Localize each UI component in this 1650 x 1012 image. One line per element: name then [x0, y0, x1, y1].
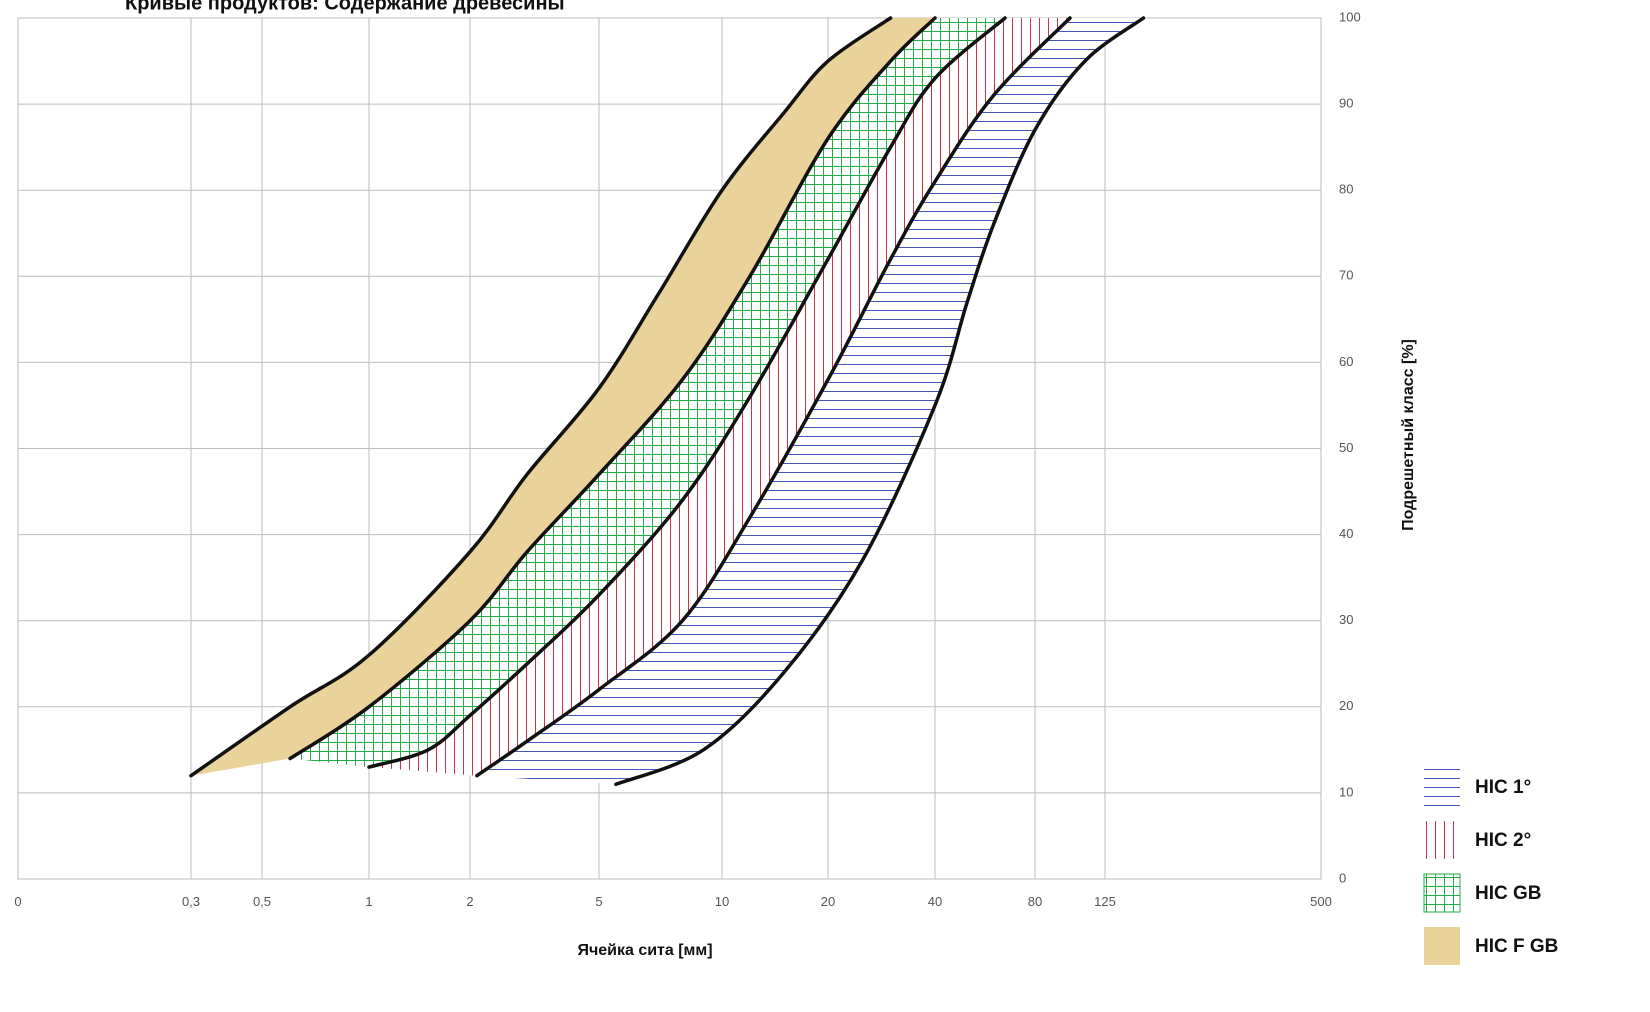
legend-item: HIC 1°: [1424, 768, 1531, 806]
x-tick-label: 1: [365, 894, 372, 909]
y-tick-labels: 0 10 20 30 40 50 60 70 80 90 100: [1339, 9, 1361, 885]
boundary-curve: [367, 16, 1007, 769]
plot-area: [17, 16, 1322, 880]
bands: [191, 18, 1144, 785]
x-tick-label: 20: [821, 894, 835, 909]
x-tick-label: 0,3: [182, 894, 200, 909]
y-axis-title: Подрешетный класс [%]: [1400, 339, 1417, 531]
legend-item: HIC F GB: [1424, 927, 1558, 965]
x-tick-label: 10: [715, 894, 729, 909]
boundary-curve: [475, 16, 1072, 778]
y-tick-label: 30: [1339, 612, 1353, 627]
legend-swatch: [1424, 821, 1460, 859]
legend: HIC 1° HIC 2° HIC GB HIC F GB: [1423, 768, 1558, 965]
legend-swatch: [1424, 768, 1460, 806]
x-tick-label: 125: [1094, 894, 1116, 909]
x-tick-labels: 0 0,3 0,5 1 2 5 10 20 40 80 125 500: [14, 894, 1331, 909]
legend-label: HIC 1°: [1475, 777, 1531, 798]
legend-swatch: [1424, 927, 1460, 965]
boundary-curve: [614, 16, 1146, 787]
band-hic-gb: [290, 18, 1006, 768]
y-tick-label: 0: [1339, 870, 1346, 885]
legend-label: HIC F GB: [1475, 936, 1558, 957]
x-axis-title: Ячейка сита [мм]: [577, 942, 712, 959]
legend-item: HIC GB: [1423, 873, 1542, 913]
legend-label: HIC 2°: [1475, 830, 1531, 851]
x-tick-label: 40: [928, 894, 942, 909]
boundary-curve: [189, 16, 893, 778]
band-hic-f-gb: [191, 18, 935, 776]
x-tick-label: 0,5: [253, 894, 271, 909]
x-tick-label: 500: [1310, 894, 1332, 909]
legend-swatch: [1423, 873, 1461, 913]
y-tick-label: 70: [1339, 268, 1353, 283]
x-tick-label: 2: [466, 894, 473, 909]
band-hic-2-: [369, 18, 1070, 776]
y-tick-label: 100: [1339, 9, 1361, 24]
y-tick-label: 10: [1339, 784, 1353, 799]
y-tick-label: 40: [1339, 526, 1353, 541]
legend-label: HIC GB: [1475, 883, 1542, 904]
chart-title: Кривые продуктов: Содержание древесины: [125, 0, 565, 14]
legend-item: HIC 2°: [1424, 821, 1531, 859]
y-tick-label: 20: [1339, 698, 1353, 713]
curves: [189, 16, 1146, 787]
y-tick-label: 80: [1339, 182, 1353, 197]
boundary-curve: [288, 16, 937, 761]
band-hic-1-: [476, 18, 1144, 785]
x-tick-label: 80: [1028, 894, 1042, 909]
y-tick-label: 60: [1339, 354, 1353, 369]
y-tick-label: 50: [1339, 440, 1353, 455]
x-tick-label: 0: [14, 894, 21, 909]
y-tick-label: 90: [1339, 96, 1353, 111]
x-tick-label: 5: [595, 894, 602, 909]
